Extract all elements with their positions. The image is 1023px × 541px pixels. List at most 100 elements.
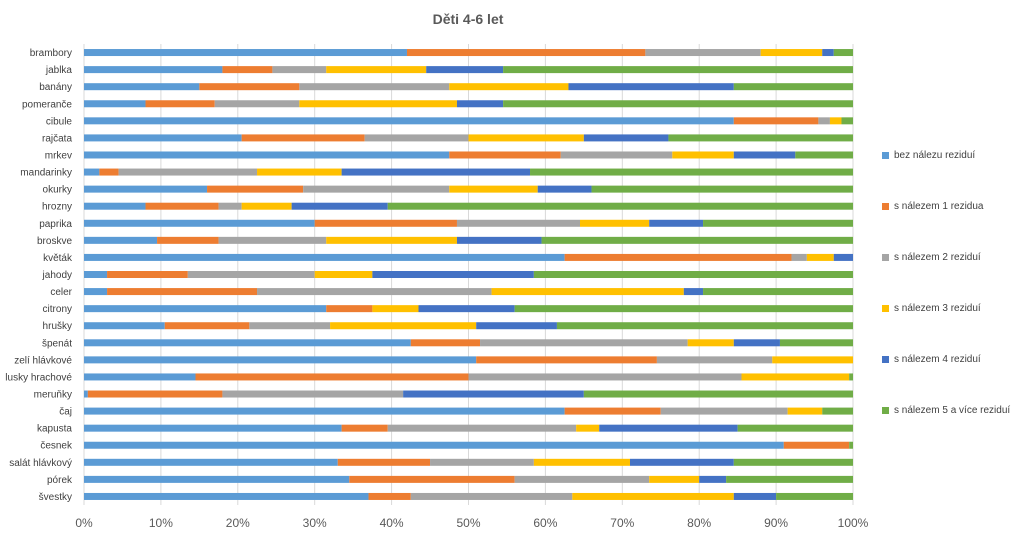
bar-segment (468, 373, 742, 381)
bar-segment (84, 492, 369, 500)
y-tick-label: lusky hrachové (5, 372, 72, 383)
bar-segment (218, 236, 327, 244)
bar-segment (291, 202, 388, 210)
bar-segment (337, 458, 431, 466)
bar-segment (849, 441, 853, 449)
bar-segment (84, 219, 315, 227)
bar-segment (84, 49, 407, 57)
x-tick-label: 20% (226, 516, 250, 530)
bar-segment (84, 441, 784, 449)
bar-segment (491, 288, 684, 296)
y-tick-label: cibule (46, 116, 73, 127)
bar-segment (456, 219, 581, 227)
bar-segment (299, 83, 450, 91)
bar-segment (699, 475, 727, 483)
bar-segment (410, 492, 573, 500)
bar-segment (733, 458, 853, 466)
y-tick-label: švestky (39, 492, 72, 503)
x-tick-label: 100% (838, 516, 869, 530)
bar-segment (822, 407, 853, 415)
bar-segment (84, 236, 158, 244)
bar-segment (791, 253, 807, 261)
bar-segment (818, 117, 830, 125)
y-tick-label: kapusta (37, 424, 72, 435)
bar-segment (330, 322, 477, 330)
bar-segment (449, 83, 569, 91)
y-tick-label: zelí hlávkové (14, 355, 72, 366)
bar-segment (195, 373, 469, 381)
bar-segment (84, 117, 734, 125)
bar-segment (341, 424, 388, 432)
bar-segment (629, 458, 734, 466)
legend-label: s nálezem 2 reziduí (894, 252, 981, 263)
bar-segment (314, 271, 373, 278)
bar-segment (576, 424, 600, 432)
bar-segment (84, 134, 242, 142)
legend-label: s nálezem 3 reziduí (894, 303, 981, 314)
bar-segment (257, 168, 342, 176)
bar-segment (314, 219, 457, 227)
bar-segment (241, 202, 292, 210)
bar-segment (410, 339, 481, 347)
bar-segment (841, 117, 853, 125)
x-tick-label: 90% (764, 516, 788, 530)
bar-segment (368, 492, 411, 500)
legend-label: s nálezem 5 a více reziduí (894, 405, 1011, 416)
bar-segment (84, 83, 200, 91)
bar-segment (84, 458, 338, 466)
bar-segment (583, 134, 669, 142)
bar-segment (833, 253, 853, 261)
bar-segment (533, 271, 853, 278)
bar-segment (118, 168, 258, 176)
bar-segment (737, 424, 853, 432)
x-tick-label: 30% (303, 516, 327, 530)
bar-segment (741, 373, 850, 381)
bar-segment (541, 236, 853, 244)
bar-segment (84, 271, 108, 278)
bar-segment (84, 202, 146, 210)
bar-segment (157, 236, 219, 244)
bar-segment (326, 66, 427, 74)
y-tick-label: brambory (30, 48, 72, 59)
legend-label: bez nálezu reziduí (894, 150, 976, 161)
bar-segment (591, 185, 853, 193)
bar-segment (222, 390, 404, 398)
bar-segment (772, 356, 853, 364)
x-tick-label: 60% (533, 516, 557, 530)
legend-label: s nálezem 1 rezidua (894, 201, 984, 212)
bar-segment (599, 424, 738, 432)
bar-segment (403, 390, 584, 398)
y-tick-label: paprika (39, 219, 72, 230)
bar-segment (733, 83, 853, 91)
bar-segment (530, 168, 853, 176)
bar-segment (84, 100, 146, 108)
bar-segment (84, 66, 223, 74)
y-tick-label: jahody (42, 270, 72, 281)
y-tick-label: hrozny (42, 202, 72, 213)
bar-segment (833, 49, 853, 57)
bar-segment (760, 49, 823, 57)
bar-segment (372, 305, 419, 313)
bar-segment (326, 236, 457, 244)
bar-segment (533, 458, 630, 466)
y-tick-label: okurky (43, 185, 72, 196)
bar-segment (241, 134, 365, 142)
bar-segment (187, 271, 315, 278)
x-tick-label: 0% (75, 516, 93, 530)
y-tick-label: špenát (42, 338, 72, 349)
y-tick-label: jablka (45, 65, 73, 76)
bar-segment (84, 185, 208, 193)
bar-segment (84, 305, 327, 313)
bar-segment (733, 492, 777, 500)
y-tick-label: rajčata (42, 133, 72, 144)
x-tick-label: 80% (687, 516, 711, 530)
bar-segment (503, 100, 853, 108)
bar-segment (656, 356, 773, 364)
bar-segment (564, 253, 792, 261)
bar-segment (222, 66, 273, 74)
bar-segment (84, 356, 477, 364)
bar-segment (84, 253, 565, 261)
bar-segment (406, 49, 646, 57)
bar-segment (776, 492, 853, 500)
